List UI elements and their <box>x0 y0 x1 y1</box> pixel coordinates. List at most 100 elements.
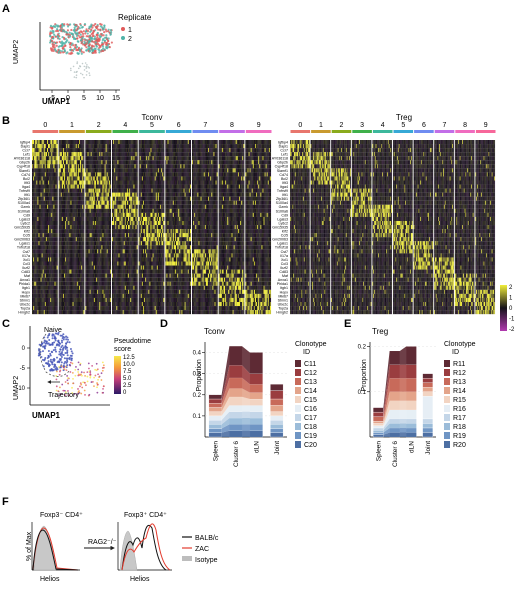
umap1-axis-label-c: UMAP1 <box>32 411 61 420</box>
clonotype-bar-segment <box>373 421 383 423</box>
legend-swatch <box>444 387 450 394</box>
naive-label: Naive <box>44 327 62 334</box>
clonotype-bar-segment <box>209 420 222 424</box>
cluster-label: 4 <box>381 122 385 129</box>
panel-label-c: C <box>2 318 10 330</box>
legend-swatch <box>295 360 301 367</box>
category-label: Joint <box>425 441 432 455</box>
umap1-tick-label: 0 <box>66 95 70 102</box>
clonotype-bar-segment <box>423 428 433 433</box>
treg-gene-labels: Igfbp4Dapl1Ccr7Lef1AY036118Gbp2bCyp4f18S… <box>272 140 288 314</box>
foxp3-pos-title: Foxp3⁺ CD4⁺ <box>124 512 167 519</box>
legend-label: R17 <box>453 415 466 422</box>
clonotype-bar-segment <box>209 403 222 407</box>
clonotype-bar-segment <box>423 396 433 419</box>
pseudotime-tick-label: 0 <box>123 390 127 396</box>
clonotype-bar-segment <box>209 416 222 420</box>
legend-label: C15 <box>304 397 317 404</box>
legend-swatch <box>444 441 450 448</box>
legend-label-1: 1 <box>128 27 132 34</box>
panel-label-b: B <box>2 115 10 127</box>
rag2-label: RAG2⁻/⁻ <box>88 539 117 546</box>
scale-tick-label: 1 <box>509 296 513 302</box>
legend-swatch <box>295 378 301 385</box>
heatmap-color-scale: 210-1-2 <box>500 285 515 333</box>
clonotype-bar-segment <box>373 412 383 417</box>
legend-label: R11 <box>453 361 465 368</box>
legend-label: R16 <box>453 406 466 413</box>
legend-label: C20 <box>304 442 317 449</box>
cluster-label: 9 <box>484 122 488 129</box>
clonotype-area-band <box>383 432 416 437</box>
clonotype-bar-segment <box>373 426 383 428</box>
pseudotime-tick-label: 5.0 <box>123 376 132 382</box>
clonotype-bar-segment <box>209 407 222 411</box>
pseudotime-tick-label: 10.0 <box>123 362 135 368</box>
clonotype-bar-segment <box>209 412 222 416</box>
clonotype-area-band <box>222 431 263 437</box>
legend-isotype-swatch <box>182 556 192 561</box>
umap1-tick-label: 15 <box>112 95 120 102</box>
legend-swatch <box>295 387 301 394</box>
replicate-legend-title: Replicate <box>118 13 152 22</box>
cluster-label: 3 <box>360 122 364 129</box>
clonotype-bar-segment <box>373 428 383 430</box>
clonotype-bar-segment <box>270 391 283 399</box>
legend-label: C14 <box>304 388 317 395</box>
legend-swatch <box>295 441 301 448</box>
legend-label: R18 <box>453 424 466 431</box>
legend-swatch <box>295 405 301 412</box>
legend-title-2: ID <box>303 349 310 356</box>
clonotype-bar-segment <box>373 423 383 425</box>
tconv-chart-title: Tconv <box>204 327 225 336</box>
y-axis-label: Proportion <box>361 359 368 391</box>
clonotype-bar-segment <box>270 416 283 420</box>
clonotype-bar-segment <box>423 387 433 392</box>
legend-label: R12 <box>453 370 466 377</box>
category-label: Spleen <box>375 441 382 462</box>
clonotype-bar-segment <box>423 392 433 397</box>
cluster-label: 8 <box>463 122 467 129</box>
legend-swatch <box>444 378 450 385</box>
clonotype-bar-segment <box>423 374 433 379</box>
y-axis-label: Proportion <box>196 359 203 391</box>
clonotype-bar-segment <box>270 429 283 433</box>
legend-swatch <box>295 432 301 439</box>
umap2-axis-label-c: UMAP2 <box>13 376 20 400</box>
umap1-tick-label: -5 <box>49 95 55 102</box>
legend-swatch <box>444 405 450 412</box>
cluster-label: 2 <box>340 122 344 129</box>
gene-label: Hmgb2 <box>276 311 288 315</box>
umap1-tick-label: 10 <box>96 95 104 102</box>
clonotype-bar-segment <box>423 378 433 383</box>
pseudotime-legend-title: Pseudotime <box>114 338 151 345</box>
cluster-label: 5 <box>401 122 405 129</box>
legend-label: C13 <box>304 379 317 386</box>
clonotype-bar-segment <box>423 419 433 424</box>
umap1-tick-label: 5 <box>82 95 86 102</box>
clonotype-bar-segment <box>209 424 222 428</box>
legend-label: C16 <box>304 406 317 413</box>
legend-title-2: ID <box>452 349 459 356</box>
clonotype-bar-segment <box>270 424 283 428</box>
tconv-gene-labels: Igfbp4Dapl1Ccr7Lef1AY036118Gbp2bCyp4f18S… <box>14 140 30 314</box>
legend-swatch <box>444 396 450 403</box>
gene-label: Hmgb2 <box>18 311 30 315</box>
treg-chart-title: Treg <box>372 327 388 336</box>
legend-swatch <box>295 369 301 376</box>
y-tick-label: 0.2 <box>358 345 367 351</box>
legend-label: R19 <box>453 433 466 440</box>
scale-tick-label: -2 <box>509 327 515 333</box>
clonotype-bar-segment <box>373 408 383 413</box>
cluster-label: 9 <box>257 122 261 129</box>
pseudotime-tick-label: 2.5 <box>123 383 132 389</box>
clonotype-bar-segment <box>373 435 383 437</box>
clonotype-bar-segment <box>209 395 222 399</box>
category-label: Joint <box>274 441 281 455</box>
cluster-label: 1 <box>70 122 74 129</box>
cluster-label: 4 <box>123 122 127 129</box>
